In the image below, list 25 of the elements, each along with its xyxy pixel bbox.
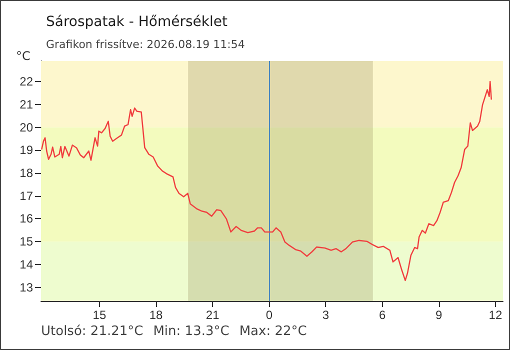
y-tick-label: 18 [20,166,34,180]
chart-title: Sárospatak - Hőmérséklet [46,14,228,30]
y-tick-label: 15 [20,234,34,249]
y-tick-label: 21 [20,97,34,112]
chart-subtitle: Grafikon frissítve: 2026.08.19 11:54 [46,38,245,51]
x-tick-label: 0 [266,308,273,322]
x-tick-label: 6 [378,308,386,322]
x-tick-label: 9 [436,308,443,322]
y-tick-label: 20 [20,120,34,134]
y-tick-label: 19 [20,143,34,158]
text: Utolsó: 21.21°C [41,324,144,339]
x-tick-label: 15 [92,308,106,322]
y-tick-label: 16 [20,212,34,226]
x-tick-label: 3 [322,308,330,322]
text: Max: 22°C [239,324,307,339]
y-tick-label: 14 [20,257,34,272]
x-tick-label: 18 [149,308,164,322]
text: Min: 13.3°C [153,324,230,339]
line-series [40,80,492,282]
x-tick-label: 12 [488,308,502,322]
y-tick-label: 17 [20,188,34,203]
x-tick-label: 21 [206,308,220,322]
y-tick-label: 22 [20,74,34,89]
y-tick-label: 13 [20,280,34,294]
y-axis-title: °C [16,49,30,63]
